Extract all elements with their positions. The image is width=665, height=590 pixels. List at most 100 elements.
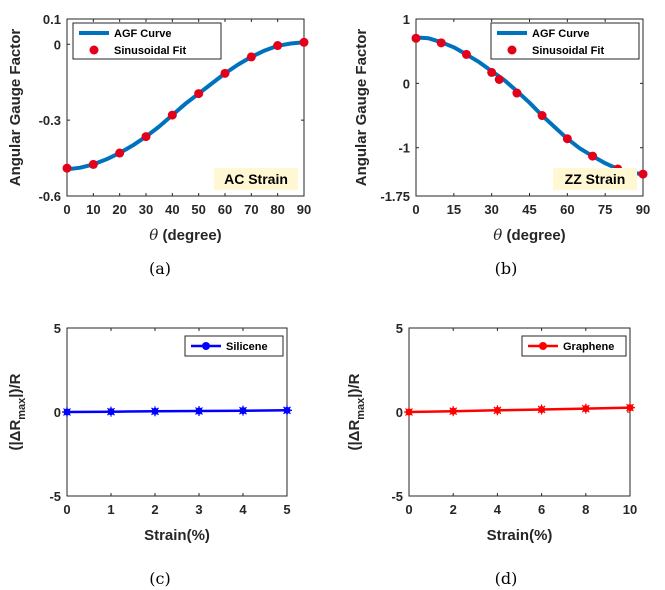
series-line-silicene	[67, 409, 287, 414]
x-tick-label: 1	[107, 502, 114, 517]
legend-label: AGF Curve	[114, 28, 171, 40]
x-tick-label: 6	[538, 502, 545, 517]
x-tick-label: 60	[560, 202, 574, 217]
y-tick-label: 5	[54, 321, 61, 336]
data-point	[487, 67, 497, 77]
annotation-box	[553, 168, 637, 190]
strain-annotation: AC Strain	[214, 168, 298, 190]
data-point-star	[282, 405, 292, 416]
y-tick-label: -5	[49, 489, 61, 504]
y-axis-label: Angular Gauge Factor	[353, 29, 370, 187]
y-tick-label: 5	[396, 321, 403, 336]
data-point	[562, 134, 572, 144]
x-axis-label: θ (degree)	[149, 226, 221, 244]
series-line-graphene	[409, 406, 630, 414]
x-tick-label: 30	[139, 202, 153, 217]
y-tick-label: 1	[403, 12, 410, 27]
legend-box	[521, 335, 627, 357]
legend-swatch-marker	[507, 45, 517, 55]
data-point-star	[625, 402, 635, 413]
data-point	[461, 49, 471, 59]
chart-c: 0 1 2 3 4 550-5Strain(%)(|ΔRmax|)/RSilicene(c…	[7, 321, 292, 588]
x-tick-label: 10	[86, 202, 100, 217]
x-tick-label: 0	[412, 202, 419, 217]
legend-label: AGF Curve	[532, 28, 589, 40]
y-tick-label: -1.75	[380, 189, 410, 204]
data-point	[88, 159, 98, 169]
x-tick-label: 90	[297, 202, 311, 217]
data-point	[512, 88, 522, 98]
x-tick-label: 20	[112, 202, 126, 217]
data-point	[273, 41, 283, 51]
x-tick-label: 40	[165, 202, 179, 217]
x-tick-label: 50	[191, 202, 205, 217]
data-point-star	[404, 407, 414, 417]
subfigure-caption: (d)	[495, 569, 518, 588]
x-tick-label: 3	[195, 502, 202, 517]
y-tick-label: 0	[54, 405, 61, 420]
legend-box	[184, 335, 284, 357]
y-tick-label: -0.3	[39, 113, 61, 128]
data-point-star	[194, 405, 204, 416]
y-axis-label: Angular Gauge Factor	[7, 29, 24, 187]
data-point	[115, 148, 125, 158]
x-axis-label: Strain(%)	[487, 527, 553, 544]
y-tick-label: 0	[396, 405, 403, 420]
y-tick-label: 0.1	[43, 12, 61, 27]
data-point-star	[150, 406, 160, 417]
data-point	[436, 38, 446, 48]
legend: Silicene	[184, 335, 284, 357]
legend-box	[490, 22, 640, 60]
data-point	[588, 151, 598, 161]
x-tick-label: 15	[447, 202, 461, 217]
data-point-star	[238, 405, 248, 416]
data-point	[141, 132, 151, 142]
legend: Graphene	[521, 335, 627, 357]
x-tick-label: 90	[636, 202, 650, 217]
data-point-star	[448, 406, 459, 417]
chart-a: 0 10 20 30 40 50 60 70 80 90 0.1 0 -0.3 -0.6 θ (degree…	[7, 12, 311, 278]
data-point	[638, 169, 648, 179]
y-tick-label: 0	[54, 37, 61, 52]
series-line-agf-curve	[67, 40, 304, 171]
annotation-box	[214, 168, 298, 190]
data-point	[494, 75, 504, 85]
y-axis-label: (|ΔRmax|)/R	[346, 373, 367, 450]
subfigure-caption: (c)	[149, 569, 170, 588]
y-tick-label: -5	[391, 489, 403, 504]
data-point	[411, 33, 421, 43]
x-tick-label: 8	[582, 502, 589, 517]
legend: AGF Curve Sinusoidal Fit	[72, 22, 222, 60]
x-tick-label: 2	[151, 502, 158, 517]
legend-label: Sinusoidal Fit	[532, 45, 604, 57]
x-tick-label: 75	[598, 202, 612, 217]
y-axis-label: (|ΔRmax|)/R	[7, 373, 28, 450]
y-tick-label: -0.6	[39, 189, 61, 204]
x-tick-label: 0	[405, 502, 412, 517]
legend: AGF Curve Sinusoidal Fit	[490, 22, 640, 60]
legend-label: Sinusoidal Fit	[114, 45, 186, 57]
x-tick-label: 30	[484, 202, 498, 217]
data-point	[220, 68, 230, 78]
annotation-label: AC Strain	[224, 171, 288, 187]
x-tick-label: 5	[283, 502, 290, 517]
data-point-star	[580, 403, 591, 414]
legend-box	[72, 22, 222, 60]
annotation-label: ZZ Strain	[565, 171, 626, 187]
x-axis-label: Strain(%)	[144, 527, 210, 544]
strain-annotation: ZZ Strain	[553, 168, 637, 190]
data-point	[194, 89, 204, 99]
subfigure-caption: (a)	[149, 259, 171, 278]
x-tick-label: 10	[623, 502, 637, 517]
legend-label: Graphene	[563, 341, 614, 353]
data-point-star	[492, 405, 503, 416]
data-point	[537, 111, 547, 121]
x-tick-label: 2	[450, 502, 457, 517]
x-axis-label: θ (degree)	[493, 226, 565, 244]
legend-swatch-marker	[202, 342, 210, 350]
x-tick-label: 80	[270, 202, 284, 217]
data-point-star	[106, 406, 116, 417]
data-point	[299, 37, 309, 47]
data-point-star	[536, 404, 547, 415]
